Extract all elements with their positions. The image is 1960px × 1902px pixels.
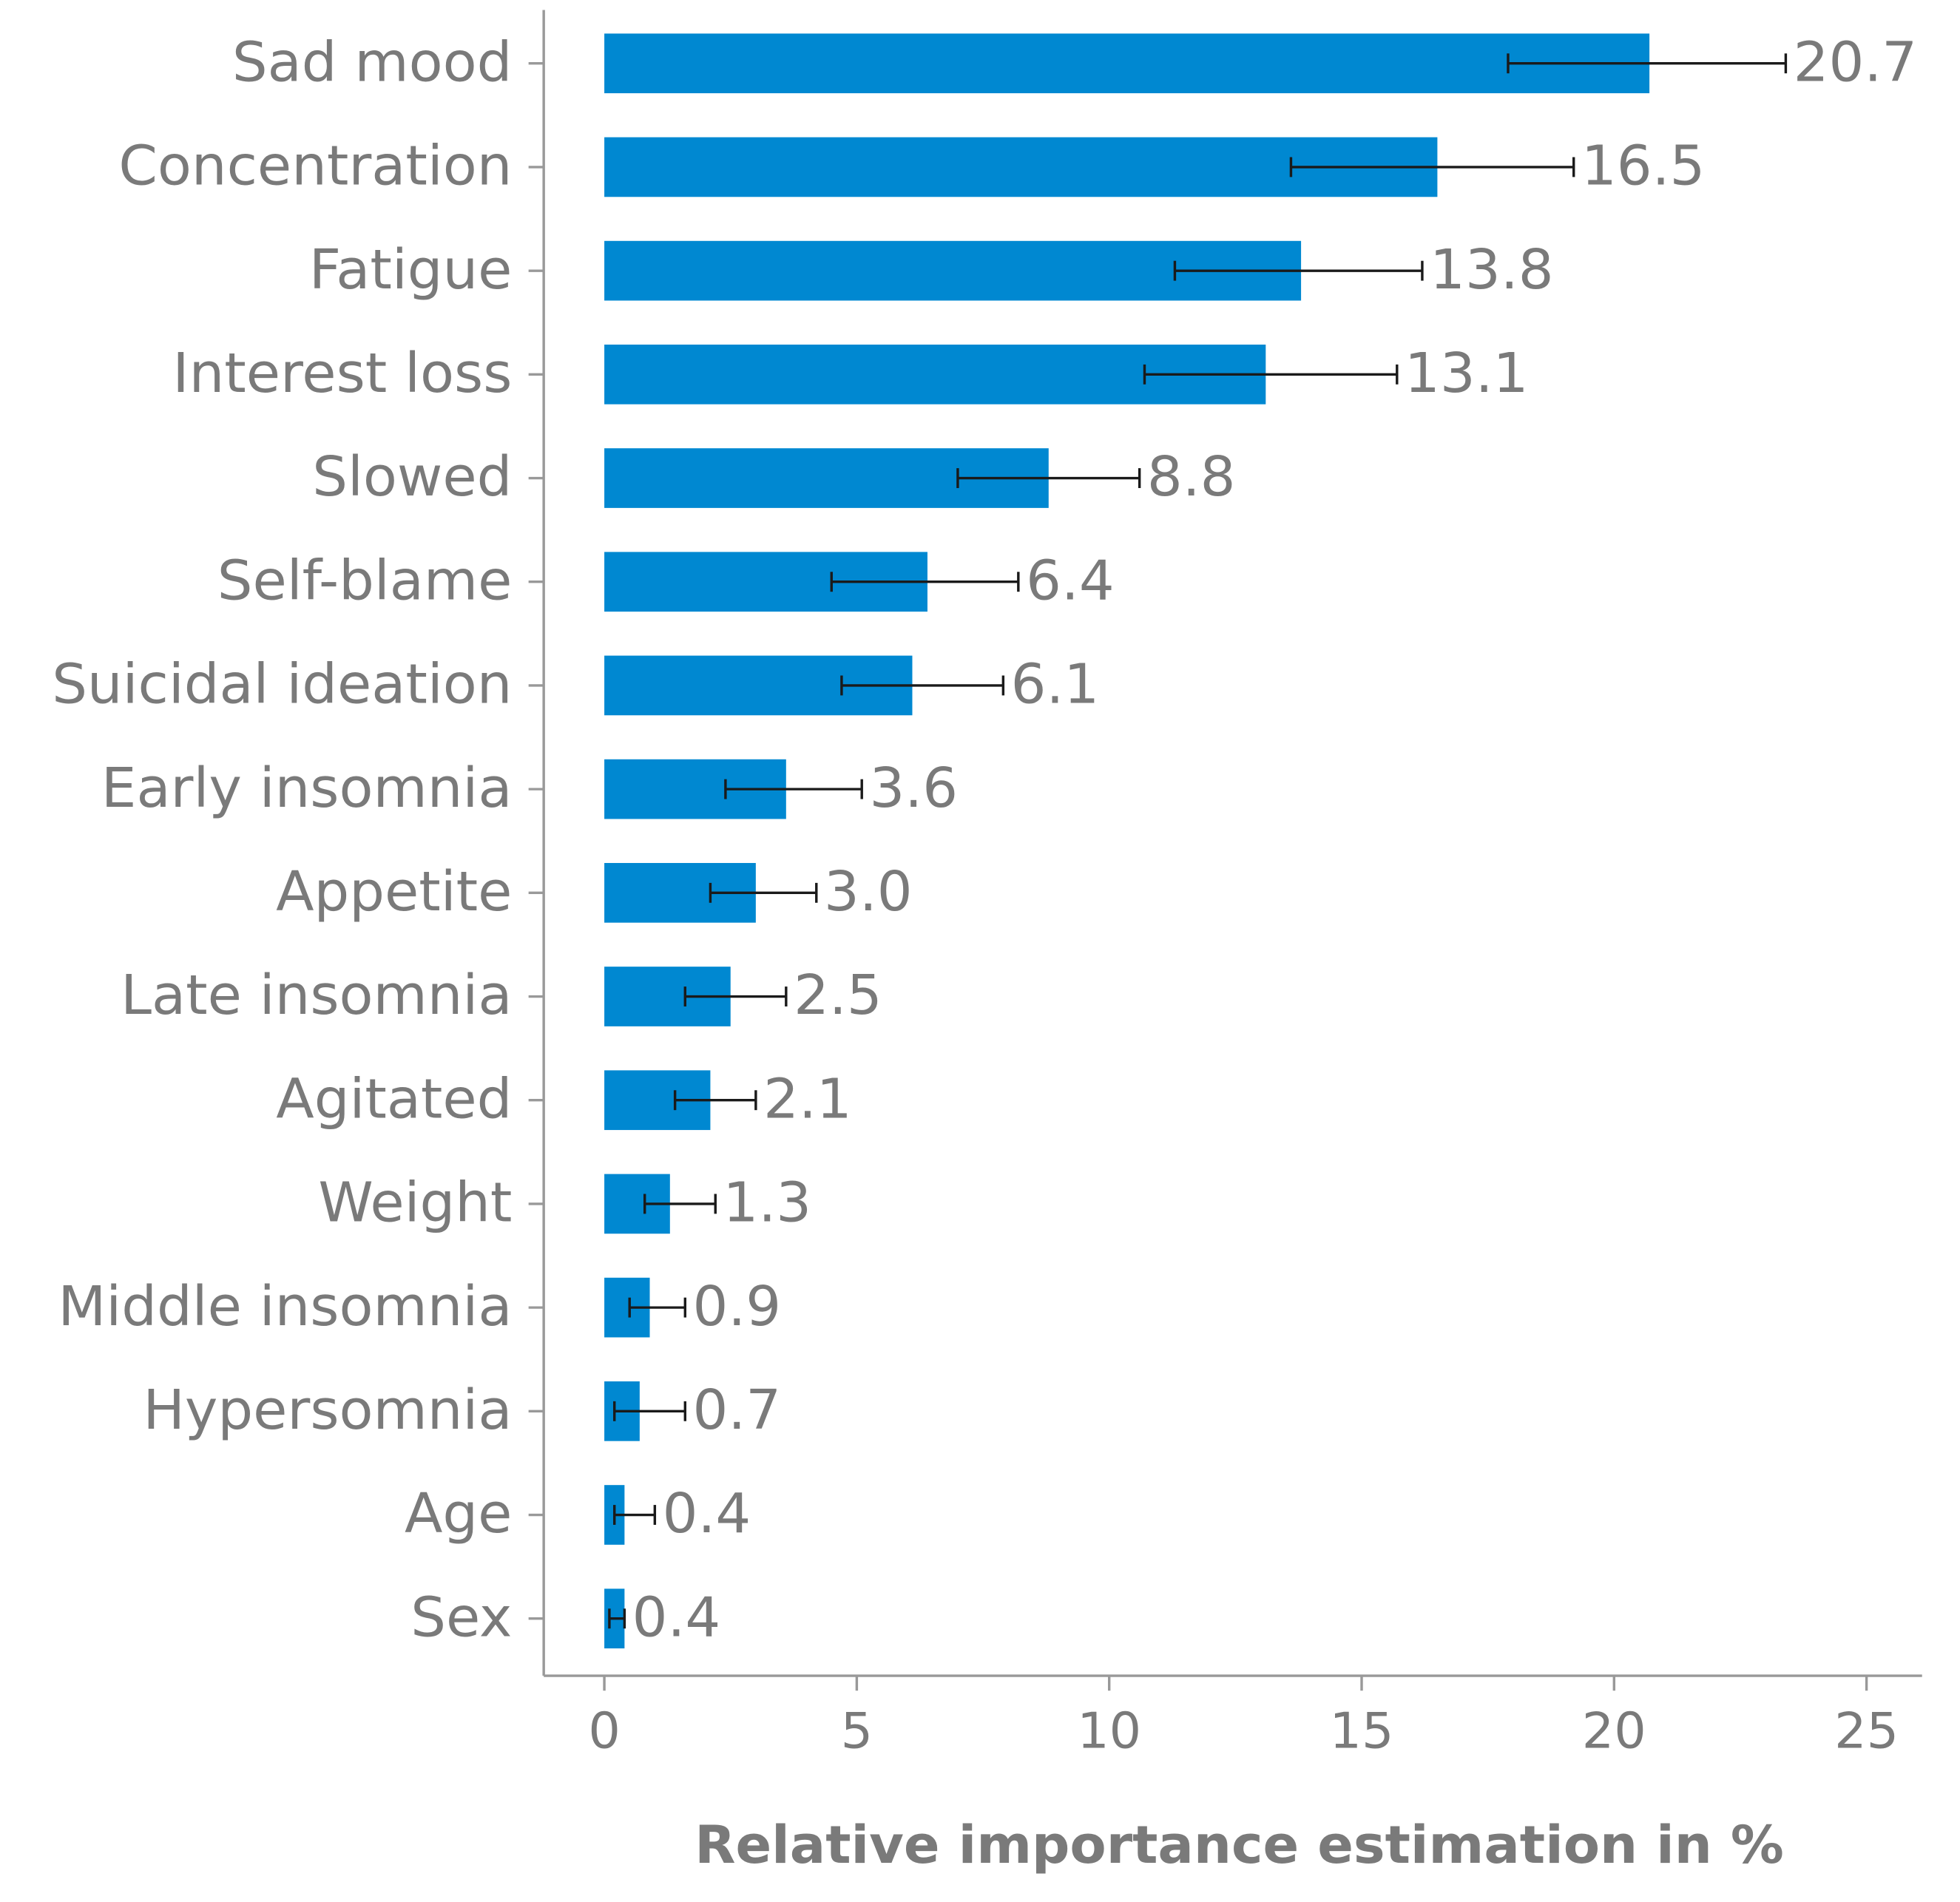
value-label: 16.5: [1581, 134, 1705, 197]
error-bar: [613, 1401, 687, 1421]
value-label: 20.7: [1794, 30, 1917, 94]
value-label: 2.5: [794, 964, 882, 1027]
error-bar: [628, 1297, 687, 1318]
value-label: 0.7: [693, 1378, 782, 1442]
y-tick-label: Slowed: [312, 445, 512, 509]
error-bar: [724, 779, 863, 799]
x-tick-label: 25: [1834, 1702, 1899, 1759]
error-bar: [1173, 260, 1424, 281]
y-tick-label: Interest loss: [172, 342, 512, 405]
error-bar: [956, 468, 1141, 488]
x-tick-label: 5: [841, 1702, 873, 1759]
x-axis-title: Relative importance estimation in %: [695, 1815, 1784, 1875]
error-bar: [673, 1090, 757, 1111]
y-tick-label: Fatigue: [309, 237, 512, 301]
y-tick-label: Weight: [318, 1171, 512, 1234]
y-tick-label: Self-blame: [217, 549, 513, 612]
x-tick-label: 0: [588, 1702, 621, 1759]
error-bar: [1143, 364, 1399, 385]
error-bar: [683, 986, 788, 1006]
value-label: 3.0: [824, 860, 913, 924]
value-label: 0.4: [632, 1585, 721, 1649]
error-bar: [830, 572, 1020, 592]
error-bar: [1289, 157, 1575, 177]
bar: [604, 33, 1650, 94]
value-label: 13.8: [1430, 237, 1553, 301]
y-tick-label: Appetite: [276, 860, 512, 924]
value-label: 2.1: [763, 1067, 852, 1131]
y-tick-label: Concentration: [118, 134, 512, 197]
value-label: 3.6: [869, 756, 958, 819]
error-bar: [840, 675, 1005, 696]
value-label: 0.4: [663, 1482, 751, 1546]
x-tick-label: 15: [1330, 1702, 1394, 1759]
error-bar: [709, 882, 818, 903]
value-label: 6.1: [1011, 652, 1100, 716]
error-bar: [643, 1194, 717, 1214]
y-tick-label: Agitated: [276, 1067, 512, 1131]
error-bar: [1507, 53, 1788, 74]
y-tick-label: Sex: [410, 1585, 512, 1649]
value-label: 13.1: [1405, 342, 1528, 405]
y-tick-label: Hypersomnia: [143, 1378, 512, 1442]
error-bar: [608, 1608, 626, 1629]
y-tick-label: Age: [405, 1482, 512, 1546]
value-label: 0.9: [693, 1274, 782, 1338]
y-tick-label: Suicidal ideation: [52, 652, 512, 716]
x-tick-label: 20: [1582, 1702, 1646, 1759]
value-label: 8.8: [1147, 445, 1236, 509]
y-tick-label: Sad mood: [232, 30, 512, 94]
y-tick-label: Late insomnia: [121, 964, 512, 1027]
value-label: 1.3: [723, 1171, 812, 1234]
y-tick-label: Middle insomnia: [58, 1274, 512, 1338]
y-tick-label: Early insomnia: [101, 756, 512, 819]
value-label: 6.4: [1026, 549, 1115, 612]
error-bar: [613, 1505, 657, 1525]
x-tick-label: 10: [1077, 1702, 1141, 1759]
